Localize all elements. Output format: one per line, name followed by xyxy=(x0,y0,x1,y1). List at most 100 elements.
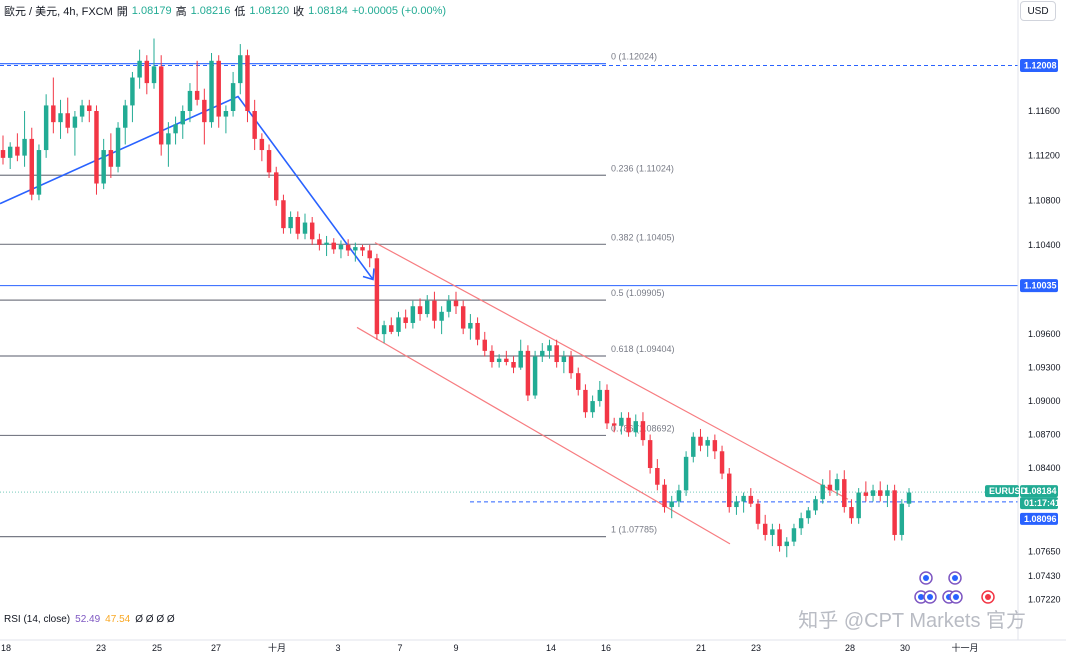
fib-level-label: 0.5 (1.09905) xyxy=(611,288,665,298)
time-tick-label: 25 xyxy=(152,643,162,653)
price-tick-label: 1.07650 xyxy=(1028,547,1061,557)
time-tick-label: 30 xyxy=(900,643,910,653)
channel-upper-line[interactable] xyxy=(374,242,849,500)
candle-body xyxy=(583,389,588,413)
candle-body xyxy=(230,83,236,111)
candle-body xyxy=(403,317,408,323)
candle-body xyxy=(65,113,70,128)
horizontal-lines[interactable] xyxy=(0,64,1018,503)
fib-level-label: 0.236 (1.11024) xyxy=(611,163,674,173)
candle-body xyxy=(381,325,387,335)
candle-body xyxy=(87,105,92,111)
candle-body xyxy=(878,490,883,496)
rsi-label: RSI (14, close) xyxy=(4,614,71,625)
event-flag-dot xyxy=(985,594,991,600)
candle-body xyxy=(173,124,178,134)
high-value: 1.08216 xyxy=(190,5,231,17)
price-tick-label: 1.11600 xyxy=(1028,106,1060,116)
event-flag-dot xyxy=(927,594,933,600)
rsi-rest-values: Ø Ø Ø Ø xyxy=(135,614,175,625)
candle-body xyxy=(554,345,559,363)
candle-body xyxy=(51,105,56,123)
candle-body xyxy=(820,484,825,500)
candle-body xyxy=(22,138,27,156)
price-tick-label: 1.08400 xyxy=(1028,463,1061,473)
economic-events[interactable] xyxy=(914,571,995,604)
candle-body xyxy=(640,421,646,441)
candle-body xyxy=(446,300,452,312)
candle-body xyxy=(295,216,301,234)
candle-body xyxy=(209,60,214,123)
candle-body xyxy=(345,244,351,251)
candle-body xyxy=(453,300,459,307)
fib-level-label: 1 (1.07785) xyxy=(611,525,657,535)
candle-body xyxy=(29,138,34,195)
last-price-badge: 1.08184 xyxy=(1024,486,1057,496)
price-axis[interactable]: 1.11600 1.11200 1.10800 1.10400 1.09600 1.093… xyxy=(1028,106,1061,605)
candle-body xyxy=(238,55,243,84)
candle-body xyxy=(288,216,293,229)
candle-body xyxy=(259,138,265,151)
candle-body xyxy=(870,490,876,496)
candle-body xyxy=(791,528,797,542)
candle-body xyxy=(561,356,567,363)
candle-body xyxy=(137,60,142,78)
candle-body xyxy=(712,440,718,452)
event-flag-dot xyxy=(918,594,924,600)
fibonacci-retracement[interactable]: 0 (1.12024) 0.236 (1.11024) 0.382 (1.10405… xyxy=(0,52,675,538)
candle-body xyxy=(899,503,905,535)
price-badges: 1.12008 1.10035 1.08184 01:17:41 1.08096 EURU… xyxy=(985,58,1060,525)
descending-channel[interactable] xyxy=(356,242,849,545)
price-tick-label: 1.10800 xyxy=(1028,195,1061,205)
candle-body xyxy=(58,113,63,123)
candle-body xyxy=(7,146,13,158)
trend-arrows[interactable] xyxy=(0,95,375,281)
candle-body xyxy=(511,362,516,368)
price-badge-1.10035-bg xyxy=(1020,279,1058,293)
candle-body xyxy=(396,317,401,332)
symbol-header: 歐元 / 美元, 4h, FXCM 開 1.08179 高 1.08216 低 1.0… xyxy=(4,3,446,19)
low-value: 1.08120 xyxy=(249,5,290,17)
candle-body xyxy=(302,222,308,234)
candle-body xyxy=(281,200,286,229)
time-tick-label: 16 xyxy=(601,643,611,653)
candle-body xyxy=(0,150,6,158)
candle-body xyxy=(389,325,394,332)
candle-body xyxy=(101,150,106,184)
currency-button[interactable]: USD xyxy=(1020,1,1056,21)
candle-body xyxy=(647,440,653,468)
candle-body xyxy=(518,350,523,368)
candle-body xyxy=(885,490,890,496)
candle-body xyxy=(72,116,78,128)
candle-body xyxy=(245,55,250,111)
price-tick-label: 1.09300 xyxy=(1028,363,1061,373)
candle-body xyxy=(590,401,595,413)
candle-body xyxy=(734,501,739,508)
trend-arrow-path[interactable] xyxy=(0,95,374,280)
candle-body xyxy=(540,350,545,357)
candle-body xyxy=(331,242,336,250)
candle-body xyxy=(842,479,847,508)
rsi-legend[interactable]: RSI (14, close) 52.49 47.54 Ø Ø Ø Ø xyxy=(4,614,175,625)
time-tick-label: 23 xyxy=(751,643,761,653)
candle-body xyxy=(309,222,315,240)
price-tick-label: 1.09000 xyxy=(1028,396,1061,406)
candle-body xyxy=(691,436,696,457)
candle-body xyxy=(144,60,150,84)
symbol-title[interactable]: 歐元 / 美元, 4h, FXCM xyxy=(4,6,113,18)
price-tick-label: 1.11200 xyxy=(1028,151,1060,161)
candle-body xyxy=(353,247,358,251)
time-axis[interactable]: 18 23 25 27 十月 3 7 9 14 16 21 23 28 30 十一月 xyxy=(1,642,979,653)
event-flag-dot xyxy=(953,594,959,600)
candle-body xyxy=(94,111,99,184)
channel-lower-line[interactable] xyxy=(356,326,731,545)
price-badge-1.12008: 1.12008 xyxy=(1024,60,1057,70)
candle-body xyxy=(367,250,372,259)
candle-body xyxy=(626,417,631,433)
candle-body xyxy=(417,306,423,315)
price-tick-label: 1.09600 xyxy=(1028,329,1061,339)
candle-body xyxy=(863,492,869,496)
candle-body xyxy=(604,389,610,424)
high-label: 高 xyxy=(175,6,187,18)
